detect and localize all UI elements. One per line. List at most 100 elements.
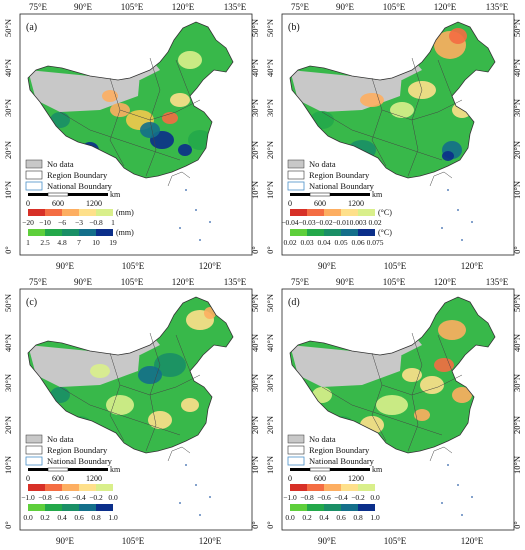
colorbar-swatch (62, 484, 79, 491)
lon-label: 90°E (336, 2, 355, 12)
colorbar-tick: 0.02 (368, 218, 381, 227)
national-boundary-swatch (25, 456, 43, 466)
positive-colorbar: (mm) 1 2.5 4.8 7 10 19 (26, 228, 134, 247)
lat-label: 0° (250, 246, 260, 254)
region-boundary-swatch (287, 170, 305, 180)
lon-label: 120°E (461, 536, 484, 546)
colorbar-swatch (290, 484, 307, 491)
lat-label: 40°N (3, 59, 13, 77)
colorbar-tick: 1.0 (108, 513, 118, 522)
map-panel: 75°E 90°E 105°E 120°E 135°E 90°E 105°E 120°E 50°… (0, 275, 262, 550)
map-svg: 75°E 90°E 105°E 120°E 135°E 90°E 105°E 120°E 50°… (3, 2, 260, 271)
colorbar-swatch (341, 229, 358, 236)
national-boundary-swatch (287, 181, 305, 191)
lat-label: 10°N (250, 181, 260, 199)
colorbar-tick: 19 (109, 238, 117, 247)
colorbar-tick: 0.2 (40, 513, 50, 522)
colorbar-tick: −1.0 (283, 493, 297, 502)
lat-label: 20°N (512, 416, 522, 434)
lon-label: 120°E (199, 261, 222, 271)
colorbar-swatch (79, 504, 96, 511)
colorbar-tick: 0.05 (334, 238, 347, 247)
lat-label: 20°N (250, 416, 260, 434)
region-boundary (321, 111, 443, 161)
lat-label: 0° (265, 246, 275, 254)
region-boundary (59, 386, 181, 436)
lat-label: 40°N (250, 334, 260, 352)
colorbar-tick: −0.8 (89, 218, 103, 227)
island-mark (195, 484, 197, 486)
lon-label: 120°E (199, 536, 222, 546)
colorbar-tick: 0.03 (300, 238, 313, 247)
lat-label: 30°N (3, 99, 13, 117)
lon-label: 75°E (291, 2, 310, 12)
colorbar-swatch (341, 484, 358, 491)
national-boundary-label: National Boundary (47, 456, 113, 466)
lon-label: 120°E (461, 261, 484, 271)
no-data-swatch (287, 159, 305, 169)
region-boundary (109, 109, 125, 167)
lat-label: 10°N (512, 456, 522, 474)
region-boundary (407, 332, 423, 452)
national-boundary (289, 21, 496, 179)
region-boundary (321, 386, 443, 436)
panel-label: (c) (26, 297, 37, 308)
scale-tick: 1200 (348, 199, 364, 208)
lon-label: 75°E (29, 2, 48, 12)
lat-label: 30°N (512, 374, 522, 392)
colorbar-swatch (79, 484, 96, 491)
lat-label: 0° (3, 521, 13, 529)
island-mark (179, 227, 181, 229)
island-mark (441, 502, 443, 504)
map-svg: 75°E 90°E 105°E 120°E 135°E 90°E 105°E 120°E 50°… (265, 2, 522, 271)
region-boundary (371, 109, 387, 167)
scale-tick: 600 (52, 474, 64, 483)
colorbar-swatch (96, 484, 113, 491)
island-mark (179, 502, 181, 504)
scale-tick: 600 (52, 199, 64, 208)
island-mark (471, 496, 473, 498)
lat-label: 10°N (265, 456, 275, 474)
colorbar-tick: 0.003 (350, 218, 367, 227)
lon-label: 90°E (74, 2, 93, 12)
scale-tick: 1200 (86, 199, 102, 208)
colorbar-tick: −0.02 (315, 218, 333, 227)
lon-label: 105°E (122, 261, 145, 271)
lat-label: 30°N (265, 374, 275, 392)
no-data-swatch (25, 159, 43, 169)
island-mark (185, 464, 187, 466)
colorbar-tick: 1 (111, 218, 115, 227)
scale-tick: 1200 (86, 474, 102, 483)
scale-bar: km 0 600 1200 (288, 465, 383, 483)
colorbar-tick: −0.6 (55, 493, 69, 502)
lon-label: 120°E (172, 277, 195, 287)
colorbar-tick: 0.0 (370, 493, 380, 502)
lat-label: 50°N (512, 294, 522, 312)
colorbar-swatch (28, 209, 45, 216)
map-panel: 75°E 90°E 105°E 120°E 135°E 90°E 105°E 120°E 50°… (0, 0, 262, 275)
colorbar-tick: 1.0 (370, 513, 380, 522)
lon-label: 105°E (383, 277, 406, 287)
region-boundary (175, 334, 191, 372)
national-boundary-label: National Boundary (309, 181, 375, 191)
lat-label: 0° (512, 246, 522, 254)
no-data-region (290, 345, 402, 387)
lat-label: 10°N (3, 456, 13, 474)
lat-label: 0° (3, 246, 13, 254)
lon-label: 120°E (172, 2, 195, 12)
lat-label: 0° (250, 521, 260, 529)
region-boundary (109, 384, 125, 442)
scale-tick: 1200 (348, 474, 364, 483)
panel-label: (d) (288, 297, 300, 308)
island-mark (461, 514, 463, 516)
colorbar-tick: −6 (58, 218, 66, 227)
lon-label: 135°E (224, 2, 247, 12)
colorbar-swatch (307, 484, 324, 491)
lon-label: 105°E (121, 2, 144, 12)
colorbar-tick: −0.4 (334, 493, 348, 502)
island-mark (441, 227, 443, 229)
lat-label: 20°N (512, 141, 522, 159)
colorbar-tick: −0.4 (72, 493, 86, 502)
colorbar-swatch (28, 229, 45, 236)
negative-colorbar: (°C) −0.04 −0.03 −0.02 −0.01 0.003 0.02 (281, 208, 392, 227)
